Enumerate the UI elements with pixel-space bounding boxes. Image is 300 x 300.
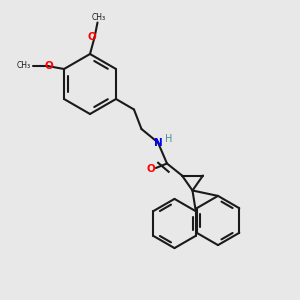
Text: O: O [88,32,97,43]
Text: CH₃: CH₃ [92,14,106,22]
Text: O: O [146,164,155,175]
Text: CH₃: CH₃ [16,61,31,70]
Text: N: N [154,137,162,148]
Text: O: O [45,61,53,71]
Text: H: H [165,134,172,145]
